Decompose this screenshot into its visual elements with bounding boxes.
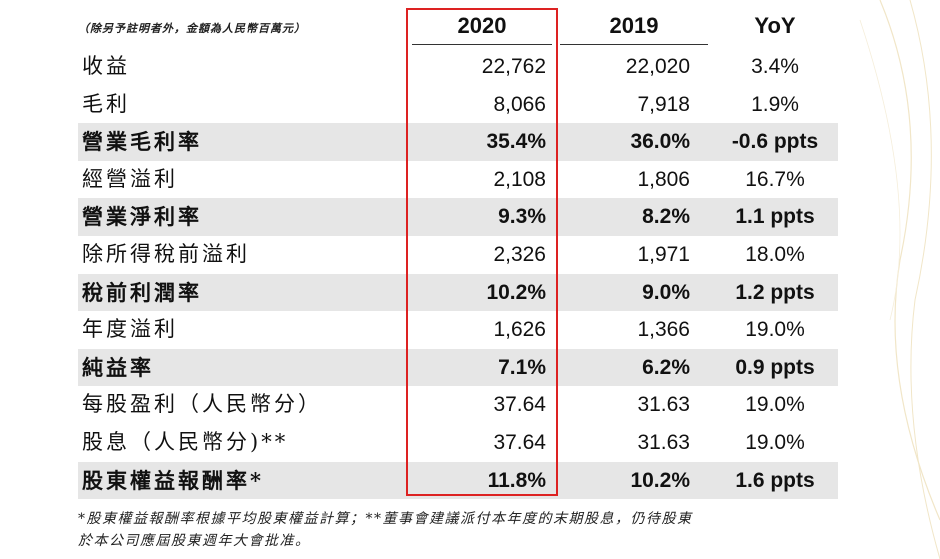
row-label: 稅前利潤率 — [82, 279, 202, 305]
value-yoy: 1.1 ppts — [735, 205, 815, 229]
column-header-yoy: YoY — [754, 13, 796, 38]
value-2019: 1,971 — [637, 242, 690, 266]
row-label: 經營溢利 — [82, 166, 178, 191]
value-2020: 10.2% — [486, 280, 546, 304]
value-2019: 6.2% — [642, 355, 690, 379]
value-yoy: 1.9% — [751, 92, 799, 116]
table-row: 股息（人民幣分)** 37.64 31.63 19.0% — [78, 424, 838, 462]
value-2020: 37.64 — [493, 393, 546, 417]
table-row: 收益 22,762 22,020 3.4% — [78, 48, 838, 86]
value-yoy: 19.0% — [745, 318, 805, 342]
value-2020: 7.1% — [498, 355, 546, 379]
value-2019: 31.63 — [637, 430, 690, 454]
table-row: 年度溢利 1,626 1,366 19.0% — [78, 311, 838, 349]
value-yoy: -0.6 ppts — [731, 130, 819, 154]
value-2019: 36.0% — [630, 130, 690, 154]
footnote-line-1: *股東權益報酬率根據平均股東權益計算；**董事會建議派付本年度的末期股息，仍待股… — [78, 511, 693, 527]
value-2019: 9.0% — [642, 280, 690, 304]
table-row: 毛利 8,066 7,918 1.9% — [78, 86, 838, 124]
value-yoy: 18.0% — [745, 242, 805, 266]
value-2020: 9.3% — [498, 205, 546, 229]
value-2019: 7,918 — [637, 92, 690, 116]
table-row: 純益率 7.1% 6.2% 0.9 ppts — [78, 348, 838, 387]
row-label: 年度溢利 — [82, 317, 178, 342]
row-label: 每股盈利（人民幣分） — [82, 392, 322, 417]
value-yoy: 19.0% — [745, 430, 805, 454]
table-row: 除所得稅前溢利 2,326 1,971 18.0% — [78, 236, 838, 274]
value-yoy: 19.0% — [745, 393, 805, 417]
row-label: 收益 — [82, 54, 130, 78]
value-2020: 11.8% — [487, 468, 546, 492]
row-label: 股息（人民幣分)** — [82, 429, 289, 454]
column-header-2020: 2020 — [412, 12, 552, 45]
footnote-line-2: 於本公司應屆股東週年大會批准。 — [78, 533, 311, 549]
row-label: 除所得稅前溢利 — [82, 241, 250, 266]
value-2020: 1,626 — [493, 318, 546, 342]
row-label: 營業淨利率 — [82, 204, 202, 230]
value-yoy: 16.7% — [745, 167, 805, 191]
value-2020: 8,066 — [493, 92, 546, 116]
value-yoy: 0.9 ppts — [735, 355, 815, 379]
table-row: 股東權益報酬率* 11.8% 10.2% 1.6 ppts — [78, 461, 838, 500]
value-2019: 8.2% — [642, 205, 690, 229]
row-label: 營業毛利率 — [82, 129, 202, 155]
row-label: 股東權益報酬率* — [82, 467, 264, 493]
value-2020: 35.4% — [486, 130, 546, 154]
value-yoy: 1.6 ppts — [735, 468, 815, 492]
value-2019: 1,366 — [637, 318, 690, 342]
column-header-2019: 2019 — [560, 12, 708, 45]
table-row: 經營溢利 2,108 1,806 16.7% — [78, 161, 838, 199]
table-row: 營業毛利率 35.4% 36.0% -0.6 ppts — [78, 123, 838, 161]
value-2019: 31.63 — [637, 393, 690, 417]
row-label: 純益率 — [82, 354, 154, 380]
value-2020: 2,326 — [493, 242, 546, 266]
value-2020: 22,762 — [481, 55, 546, 78]
table-row: 每股盈利（人民幣分） 37.64 31.63 19.0% — [78, 386, 838, 424]
value-2019: 1,806 — [637, 167, 690, 191]
table-row: 營業淨利率 9.3% 8.2% 1.1 ppts — [78, 198, 838, 236]
row-label: 毛利 — [82, 91, 130, 116]
currency-note: （除另予註明者外，金額為人民幣百萬元） — [78, 22, 306, 35]
table-row: 稅前利潤率 10.2% 9.0% 1.2 ppts — [78, 273, 838, 312]
value-yoy: 3.4% — [751, 55, 799, 78]
decorative-background-lines — [859, 0, 940, 559]
value-2020: 37.64 — [493, 430, 546, 454]
financial-table: 收益 22,762 22,020 3.4% 毛利 8,066 7,918 1.9… — [78, 48, 838, 500]
value-yoy: 1.2 ppts — [735, 280, 815, 304]
value-2019: 10.2% — [630, 468, 690, 492]
value-2020: 2,108 — [493, 167, 546, 191]
footnote: *股東權益報酬率根據平均股東權益計算；**董事會建議派付本年度的末期股息，仍待股… — [78, 508, 838, 552]
value-2019: 22,020 — [625, 55, 690, 78]
